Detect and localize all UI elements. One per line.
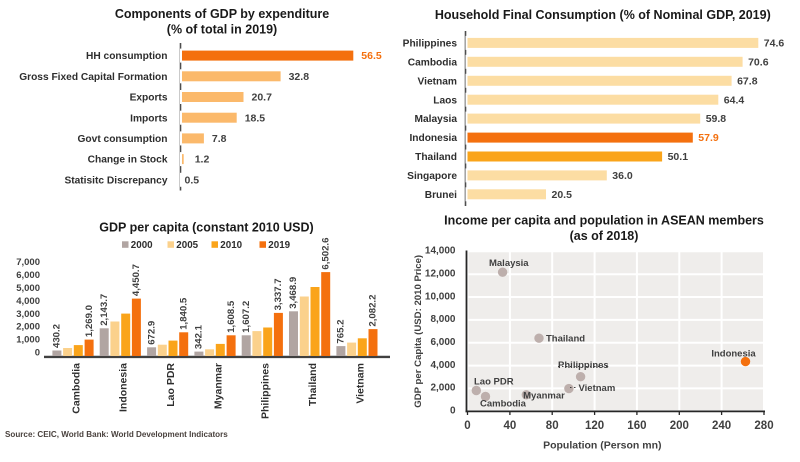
svg-text:GDP per capita (constant 2010: GDP per capita (constant 2010 USD) — [99, 221, 313, 235]
svg-text:Philippines: Philippines — [558, 360, 609, 371]
svg-text:280: 280 — [754, 420, 773, 432]
svg-text:Indonesia: Indonesia — [711, 349, 756, 360]
svg-text:1,607.2: 1,607.2 — [241, 301, 252, 333]
svg-text:Malaysia: Malaysia — [489, 258, 529, 269]
svg-text:2000: 2000 — [131, 240, 153, 251]
svg-text:1,608.5: 1,608.5 — [226, 300, 237, 333]
svg-text:Lao PDR: Lao PDR — [165, 363, 177, 407]
svg-text:32.8: 32.8 — [289, 71, 310, 83]
svg-text:67.8: 67.8 — [737, 75, 758, 87]
svg-text:0.5: 0.5 — [185, 174, 200, 186]
svg-text:Myanmar: Myanmar — [523, 391, 565, 402]
svg-text:GDP per Capita (USD: 2010 Pric: GDP per Capita (USD: 2010 Price) — [413, 255, 424, 408]
svg-text:10,000: 10,000 — [425, 291, 456, 302]
svg-text:59.8: 59.8 — [706, 113, 727, 125]
svg-text:120: 120 — [585, 420, 604, 432]
svg-text:Myanmar: Myanmar — [212, 363, 224, 409]
svg-text:2,000: 2,000 — [16, 322, 40, 333]
svg-text:50.1: 50.1 — [668, 151, 689, 163]
svg-text:240: 240 — [712, 420, 731, 432]
svg-text:4,450.7: 4,450.7 — [131, 264, 142, 296]
svg-text:1,000: 1,000 — [16, 335, 40, 346]
svg-text:Gross Fixed Capital Formation: Gross Fixed Capital Formation — [19, 72, 167, 83]
svg-text:Population (Person mn): Population (Person mn) — [543, 440, 661, 452]
svg-text:200: 200 — [670, 420, 689, 432]
svg-text:Cambodia: Cambodia — [408, 57, 458, 68]
svg-text:Change in Stock: Change in Stock — [88, 155, 168, 166]
svg-text:64.4: 64.4 — [724, 94, 745, 106]
svg-text:Vietnam: Vietnam — [418, 76, 457, 87]
svg-text:Thailand: Thailand — [546, 334, 585, 345]
svg-text:1,840.5: 1,840.5 — [178, 297, 189, 330]
svg-text:Income per capita and populati: Income per capita and population in ASEA… — [444, 214, 764, 228]
svg-text:672.9: 672.9 — [146, 321, 157, 345]
svg-text:Source: CEIC, World Bank: Worl: Source: CEIC, World Bank: World Developm… — [5, 430, 228, 439]
svg-text:57.9: 57.9 — [698, 132, 719, 144]
svg-text:36.0: 36.0 — [612, 170, 633, 182]
svg-text:5,000: 5,000 — [16, 283, 40, 294]
svg-text:(as of 2018): (as of 2018) — [570, 229, 639, 243]
svg-text:Cambodia: Cambodia — [70, 363, 82, 414]
svg-text:430.2: 430.2 — [52, 324, 63, 348]
svg-text:342.1: 342.1 — [194, 324, 205, 349]
svg-text:2010: 2010 — [220, 240, 242, 251]
svg-text:18.5: 18.5 — [245, 112, 266, 124]
svg-text:Imports: Imports — [130, 113, 168, 124]
svg-text:2,082.2: 2,082.2 — [368, 295, 379, 327]
svg-text:0: 0 — [450, 406, 456, 417]
svg-text:2,000: 2,000 — [430, 383, 455, 394]
svg-text:Indonesia: Indonesia — [409, 133, 457, 144]
svg-text:Thailand: Thailand — [307, 363, 319, 406]
svg-text:8,000: 8,000 — [430, 314, 455, 325]
svg-text:3,000: 3,000 — [16, 309, 40, 320]
svg-text:Brunei: Brunei — [425, 190, 457, 201]
svg-text:Govt consumption: Govt consumption — [78, 134, 168, 145]
svg-text:74.6: 74.6 — [764, 38, 785, 50]
svg-text:160: 160 — [627, 420, 646, 432]
svg-text:4,000: 4,000 — [430, 360, 455, 371]
svg-text:6,000: 6,000 — [16, 270, 40, 281]
svg-text:Lao PDR: Lao PDR — [474, 377, 514, 388]
svg-text:Cambodia: Cambodia — [480, 399, 527, 410]
svg-text:2005: 2005 — [176, 240, 198, 251]
svg-text:20.7: 20.7 — [252, 92, 273, 104]
svg-text:7,000: 7,000 — [16, 257, 40, 268]
svg-text:Philippines: Philippines — [260, 363, 272, 419]
svg-text:(% of total in 2019): (% of total in 2019) — [167, 23, 277, 37]
svg-text:Malaysia: Malaysia — [415, 114, 458, 125]
svg-text:Laos: Laos — [433, 95, 457, 106]
svg-text:0: 0 — [35, 348, 40, 359]
svg-text:56.5: 56.5 — [361, 50, 382, 62]
svg-text:Singapore: Singapore — [407, 171, 457, 182]
svg-text:6,000: 6,000 — [430, 337, 455, 348]
svg-text:20.5: 20.5 — [552, 189, 573, 201]
svg-text:Statisitc Discrepancy: Statisitc Discrepancy — [64, 175, 167, 186]
svg-text:3,337.7: 3,337.7 — [273, 278, 284, 310]
svg-text:4,000: 4,000 — [16, 296, 40, 307]
svg-text:Indonesia: Indonesia — [118, 363, 130, 412]
svg-text:Exports: Exports — [130, 93, 168, 104]
svg-text:1.2: 1.2 — [195, 154, 210, 166]
svg-text:Household Final Consumption (%: Household Final Consumption (% of Nomina… — [435, 8, 771, 22]
svg-text:6,502.6: 6,502.6 — [320, 238, 331, 270]
svg-text:0: 0 — [464, 420, 470, 432]
svg-text:14,000: 14,000 — [425, 246, 456, 257]
svg-text:Philippines: Philippines — [403, 39, 458, 50]
svg-text:40: 40 — [504, 420, 517, 432]
svg-text:765.2: 765.2 — [336, 320, 347, 344]
svg-text:Vietnam: Vietnam — [354, 363, 366, 404]
svg-text:7.8: 7.8 — [212, 133, 227, 145]
svg-text:Components of GDP by expenditu: Components of GDP by expenditure — [115, 7, 329, 21]
svg-text:HH consumption: HH consumption — [86, 51, 168, 62]
svg-text:Thailand: Thailand — [415, 152, 457, 163]
svg-text:70.6: 70.6 — [748, 56, 769, 68]
svg-text:2019: 2019 — [268, 240, 290, 251]
svg-text:2,143.7: 2,143.7 — [99, 294, 110, 326]
svg-text:80: 80 — [546, 420, 559, 432]
svg-text:12,000: 12,000 — [425, 268, 456, 279]
svg-text:3,468.9: 3,468.9 — [288, 277, 299, 309]
svg-text:Vietnam: Vietnam — [579, 383, 616, 394]
svg-text:1,269.0: 1,269.0 — [84, 305, 95, 337]
